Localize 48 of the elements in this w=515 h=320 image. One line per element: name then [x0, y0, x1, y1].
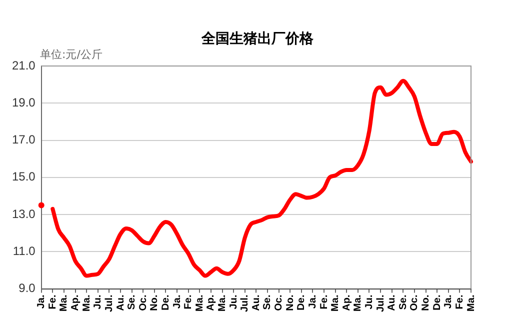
x-tick-label: Ma.: [330, 294, 342, 312]
x-tick-label: Ma.: [58, 294, 70, 312]
x-tick-label: Jul.: [104, 294, 115, 312]
x-tick-label: Ju.: [364, 294, 375, 310]
x-tick-label: No.: [149, 294, 160, 311]
x-tick-label: Oc.: [138, 294, 149, 311]
x-tick-label: Se.: [398, 294, 409, 310]
x-tick-label: Ju.: [228, 294, 240, 310]
y-axis-title: 单位:元/公斤: [40, 47, 102, 62]
x-tick-label: Au.: [250, 294, 262, 311]
y-tick-label: 11.0: [12, 244, 36, 258]
x-tick-label: Fe.: [47, 294, 58, 310]
x-tick-label: Au.: [115, 294, 126, 311]
x-tick-label: Ap.: [341, 294, 352, 311]
x-tick-label: Ma.: [352, 294, 364, 312]
x-tick-label: De.: [160, 294, 172, 310]
x-tick-label: Ja.: [307, 294, 318, 309]
x-tick-label: Se.: [262, 294, 274, 310]
x-tick-label: Fe.: [183, 294, 194, 310]
x-tick-label: Ja.: [443, 294, 454, 309]
x-tick-label: De.: [432, 294, 443, 310]
x-tick-label: Ju.: [92, 294, 104, 310]
x-tick-label: Ma.: [194, 294, 206, 312]
y-tick-label: 15.0: [12, 170, 36, 184]
y-tick-label: 17.0: [12, 132, 36, 147]
x-tick-label: Ap.: [206, 294, 217, 311]
x-tick-label: Ma.: [466, 294, 477, 312]
x-tick-label: No.: [284, 294, 296, 311]
x-tick-label: Ja.: [172, 294, 183, 309]
x-tick-label: Au.: [386, 294, 398, 311]
y-tick-label: 19.0: [12, 95, 36, 110]
y-tick-label: 13.0: [12, 206, 36, 221]
y-tick-label: 9.0: [18, 281, 36, 296]
x-tick-label: Fe.: [318, 294, 330, 310]
x-tick-label: Jul.: [240, 294, 251, 312]
chart-title: 全国生猪出厂价格: [200, 30, 314, 48]
x-tick-label: Fe.: [454, 294, 466, 310]
x-tick-label: Se.: [126, 294, 138, 310]
x-tick-label: Jul.: [375, 294, 386, 312]
x-tick-label: Oc.: [409, 294, 420, 311]
x-tick-label: Ap.: [70, 294, 82, 311]
x-tick-label: Ma.: [81, 294, 92, 312]
y-tick-label: 21.0: [12, 58, 36, 72]
x-tick-label: No.: [420, 294, 432, 311]
x-tick-label: Ma.: [217, 294, 228, 312]
x-tick-label: De.: [296, 294, 308, 310]
x-tick-label: Oc.: [274, 294, 285, 311]
x-tick-label: Ja.: [36, 294, 48, 309]
